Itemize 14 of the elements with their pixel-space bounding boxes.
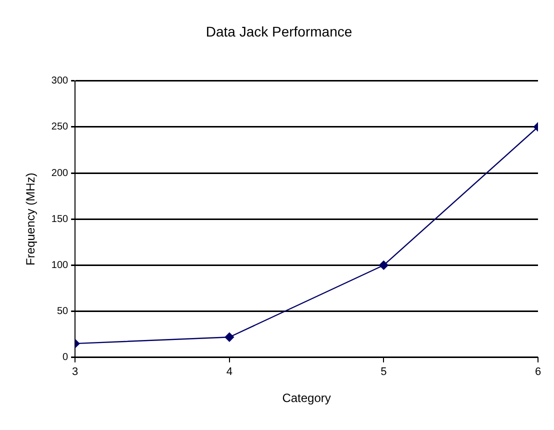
x-tick-label: 5 bbox=[380, 366, 387, 378]
y-tick-label: 250 bbox=[51, 122, 69, 133]
x-tick-label: 3 bbox=[72, 366, 78, 378]
y-tick-label: 0 bbox=[62, 352, 69, 364]
y-axis-title: Frequency (MHz) bbox=[24, 172, 38, 266]
y-tick-label: 300 bbox=[51, 76, 69, 87]
chart-title: Data Jack Performance bbox=[206, 23, 352, 40]
y-tick-label: 50 bbox=[56, 306, 69, 318]
y-tick-label: 100 bbox=[51, 260, 69, 271]
x-tick-label: 6 bbox=[534, 366, 542, 378]
y-tick-label: 200 bbox=[51, 168, 69, 179]
x-tick-label: 4 bbox=[226, 366, 232, 378]
x-axis-title: Category bbox=[282, 391, 331, 406]
y-tick-label: 150 bbox=[51, 214, 69, 225]
